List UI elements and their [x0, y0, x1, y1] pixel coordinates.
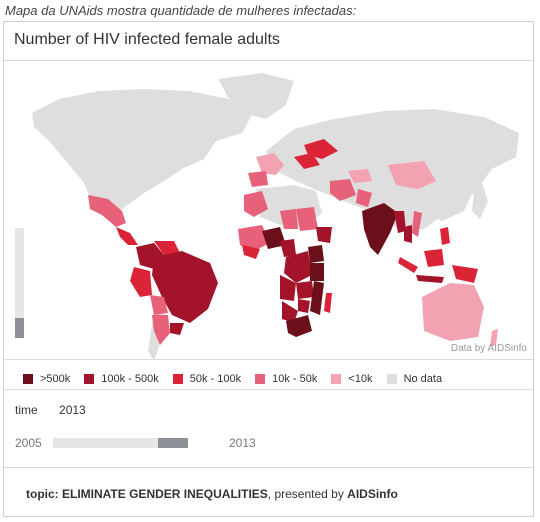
kenya-uganda: [308, 245, 324, 263]
time-value: 2013: [59, 403, 86, 417]
time-slider-row: 2005 2013: [15, 436, 315, 452]
time-row: time 2013: [15, 403, 86, 417]
spain: [248, 171, 268, 187]
time-slider[interactable]: [53, 438, 188, 448]
legend-swatch: [23, 374, 33, 384]
time-slider-handle[interactable]: [158, 438, 188, 448]
mozambique: [310, 281, 324, 315]
northwest-africa: [244, 191, 268, 217]
legend-label: No data: [403, 373, 443, 385]
east-asia: [424, 173, 474, 221]
legend-item: 50k - 100k: [172, 373, 242, 385]
legend-item: 10k - 50k: [255, 373, 317, 385]
time-range-start: 2005: [15, 436, 42, 450]
philippines: [440, 227, 450, 245]
sudan: [296, 207, 318, 231]
legend-label: <10k: [348, 373, 373, 385]
papua: [452, 265, 478, 283]
australia: [422, 283, 484, 341]
map-zoom-scrollbar[interactable]: [15, 228, 24, 338]
legend-label: 50k - 100k: [189, 373, 242, 385]
cameroon: [280, 239, 296, 257]
topic-text: topic: ELIMINATE GENDER INEQUALITIES: [26, 487, 268, 501]
argentina: [152, 315, 170, 345]
presented-by-text: , presented by: [267, 487, 348, 501]
thailand: [404, 225, 412, 243]
legend-label: >500k: [40, 373, 71, 385]
peru: [130, 267, 152, 297]
tanzania: [310, 263, 324, 281]
legend-item: No data: [386, 373, 443, 385]
legend-item: 100k - 500k: [84, 373, 159, 385]
legend-swatch: [386, 374, 397, 384]
angola: [280, 275, 296, 301]
venezuela: [154, 241, 180, 255]
legend-swatch: [255, 374, 266, 384]
south-africa: [286, 315, 312, 337]
zambia: [296, 281, 314, 299]
china: [388, 161, 436, 189]
myanmar: [394, 211, 406, 233]
new-zealand: [490, 329, 498, 347]
widget-title: Number of HIV infected female adults: [14, 31, 280, 48]
legend-swatch: [331, 374, 342, 384]
indonesia-java: [416, 275, 444, 283]
country-fills: [88, 139, 498, 347]
legend-label: 10k - 50k: [272, 373, 318, 385]
iran: [330, 179, 356, 201]
madagascar: [324, 293, 332, 313]
chad: [280, 209, 298, 229]
russia-west: [304, 139, 338, 159]
drc: [284, 251, 312, 283]
source-link[interactable]: AIDSinfo: [347, 487, 398, 501]
zimbabwe: [298, 299, 310, 313]
time-range-end: 2013: [229, 436, 256, 450]
kazakhstan-south: [348, 169, 372, 183]
bolivia: [150, 295, 168, 315]
western-europe: [256, 153, 284, 175]
greenland: [218, 73, 294, 119]
legend-item: <10k: [331, 373, 373, 385]
pakistan: [356, 189, 372, 207]
map-zoom-thumb[interactable]: [15, 318, 24, 338]
mexico: [88, 195, 126, 227]
namibia-botswana: [282, 301, 298, 323]
time-label: time: [15, 403, 38, 417]
ethiopia: [316, 227, 332, 243]
north-america: [32, 89, 254, 211]
nigeria: [262, 227, 286, 249]
caption: Mapa da UNAids mostra quantidade de mulh…: [5, 3, 357, 18]
world-map-svg[interactable]: [4, 61, 533, 360]
central-america: [116, 227, 138, 245]
legend-label: 100k - 500k: [101, 373, 159, 385]
data-credit: Data by AIDSinfo: [450, 343, 527, 354]
divider: [4, 467, 533, 468]
legend-swatch: [84, 374, 95, 384]
uruguay: [170, 323, 184, 335]
legend: >500k 100k - 500k 50k - 100k 10k - 50k <…: [23, 373, 456, 385]
brazil: [152, 251, 218, 323]
divider: [4, 389, 533, 390]
indonesia-sumatra: [398, 257, 418, 273]
footer: topic: ELIMINATE GENDER INEQUALITIES, pr…: [26, 487, 398, 501]
west-africa: [238, 225, 270, 251]
india: [362, 203, 398, 255]
west-africa-coast: [242, 245, 260, 259]
map-widget: Number of HIV infected female adults: [3, 21, 534, 517]
legend-item: >500k: [23, 373, 70, 385]
vietnam: [412, 211, 422, 237]
no-data-landmass: [32, 73, 519, 359]
ukraine: [294, 153, 320, 169]
legend-swatch: [172, 374, 183, 384]
world-map[interactable]: Data by AIDSinfo: [4, 60, 533, 360]
borneo: [424, 249, 444, 267]
japan: [472, 183, 488, 219]
